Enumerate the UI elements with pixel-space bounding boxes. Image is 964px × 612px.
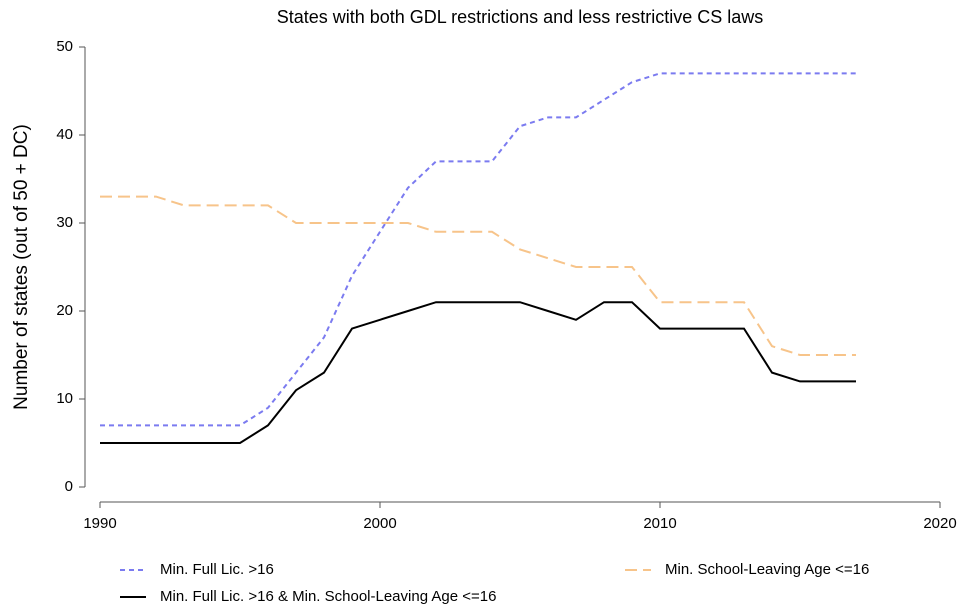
y-tick-label: 50 [56, 38, 73, 55]
x-tick-label: 1990 [83, 515, 116, 532]
series-line [100, 72, 856, 427]
y-tick-label: 10 [56, 390, 73, 407]
legend-label: Min. Full Lic. >16 [160, 561, 274, 578]
y-tick-label: 20 [56, 302, 73, 319]
x-tick-label: 2020 [923, 515, 956, 532]
y-axis-label: Number of states (out of 50 + DC) [11, 124, 32, 410]
x-tick-label: 2000 [363, 515, 396, 532]
y-tick-label: 30 [56, 214, 73, 231]
y-tick-label: 40 [56, 126, 73, 143]
series-line [100, 195, 856, 356]
x-tick-label: 2010 [643, 515, 676, 532]
series-line [100, 301, 856, 444]
chart-title: States with both GDL restrictions and le… [277, 7, 764, 27]
y-tick-label: 0 [65, 478, 73, 495]
legend-label: Min. School-Leaving Age <=16 [665, 561, 869, 578]
legend-label: Min. Full Lic. >16 & Min. School-Leaving… [160, 588, 496, 605]
